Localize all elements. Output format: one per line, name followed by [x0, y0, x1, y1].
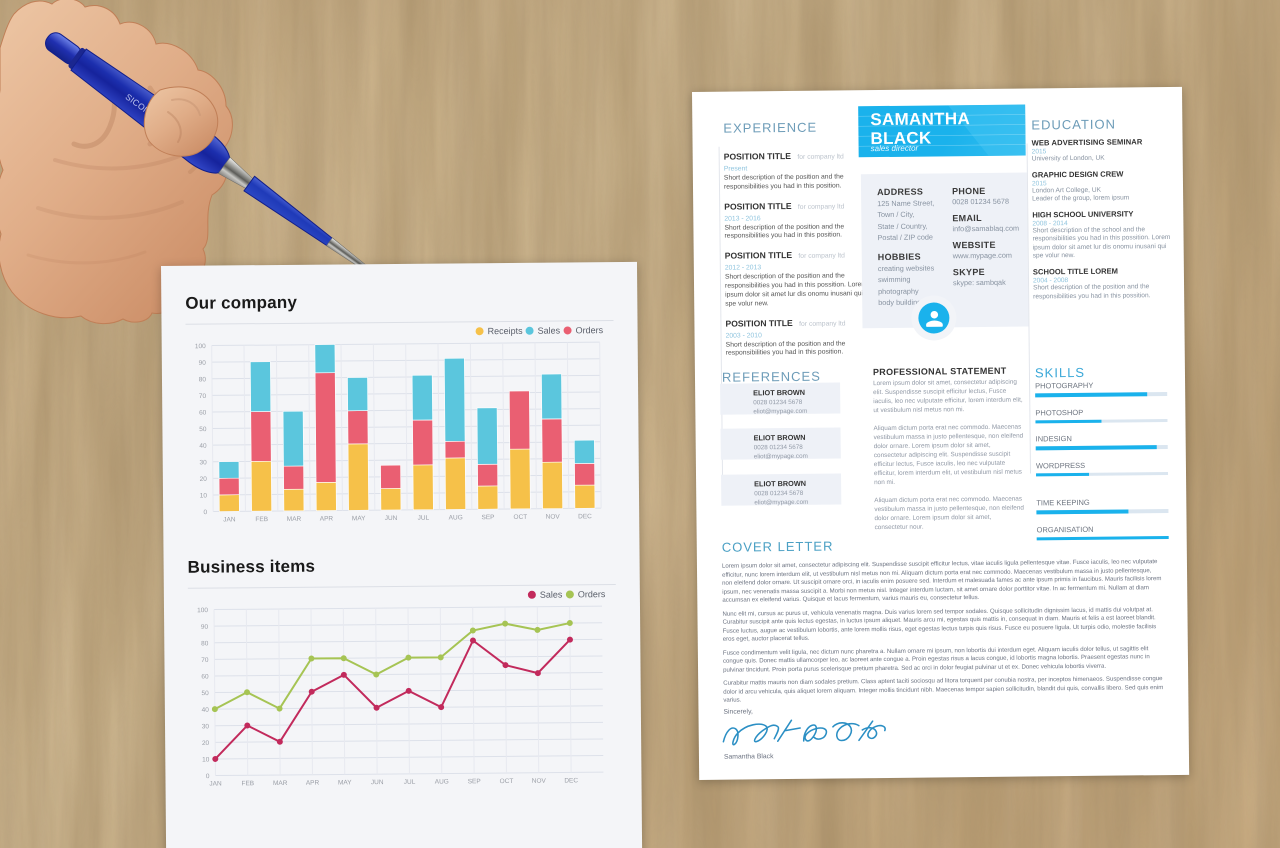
svg-text:OCT: OCT — [514, 514, 528, 521]
svg-text:JUN: JUN — [385, 515, 398, 522]
svg-text:Orders: Orders — [578, 589, 606, 599]
svg-text:SEP: SEP — [468, 778, 481, 785]
svg-text:40: 40 — [202, 707, 210, 714]
svg-text:10: 10 — [202, 756, 210, 763]
svg-text:60: 60 — [199, 410, 207, 417]
svg-text:10: 10 — [200, 493, 208, 500]
svg-text:0: 0 — [206, 773, 210, 780]
svg-text:MAY: MAY — [352, 515, 366, 522]
svg-text:AUG: AUG — [435, 779, 449, 786]
svg-text:NOV: NOV — [532, 778, 547, 785]
svg-text:DEC: DEC — [564, 777, 578, 784]
svg-text:Receipts: Receipts — [488, 326, 524, 336]
svg-text:Sales: Sales — [538, 326, 561, 336]
svg-text:Orders: Orders — [576, 325, 604, 335]
svg-text:JUL: JUL — [418, 515, 430, 522]
svg-text:MAY: MAY — [338, 779, 352, 786]
svg-text:60: 60 — [201, 673, 209, 680]
svg-text:SEP: SEP — [481, 514, 494, 521]
svg-text:APR: APR — [306, 780, 320, 787]
svg-text:80: 80 — [199, 376, 207, 383]
svg-text:40: 40 — [199, 443, 207, 450]
svg-text:JUL: JUL — [404, 779, 416, 786]
svg-text:50: 50 — [199, 426, 207, 433]
svg-text:100: 100 — [195, 343, 206, 350]
svg-text:30: 30 — [199, 459, 207, 466]
svg-text:OCT: OCT — [500, 778, 514, 785]
svg-text:Sales: Sales — [540, 590, 563, 600]
svg-text:JAN: JAN — [209, 780, 222, 787]
svg-text:100: 100 — [197, 607, 208, 614]
svg-text:0: 0 — [203, 509, 207, 516]
svg-text:50: 50 — [201, 690, 209, 697]
svg-text:70: 70 — [201, 657, 209, 664]
svg-text:FEB: FEB — [241, 780, 254, 787]
svg-text:MAR: MAR — [287, 516, 302, 523]
svg-text:20: 20 — [200, 476, 208, 483]
svg-text:MAR: MAR — [273, 780, 288, 787]
svg-text:FEB: FEB — [255, 516, 268, 523]
svg-text:DEC: DEC — [578, 513, 592, 520]
svg-text:20: 20 — [202, 740, 210, 747]
svg-text:90: 90 — [199, 360, 207, 367]
svg-text:30: 30 — [202, 723, 210, 730]
svg-text:AUG: AUG — [449, 514, 463, 521]
svg-text:NOV: NOV — [546, 514, 561, 521]
svg-text:APR: APR — [320, 516, 334, 523]
svg-text:70: 70 — [199, 393, 207, 400]
svg-text:90: 90 — [201, 624, 209, 631]
svg-text:80: 80 — [201, 640, 209, 647]
svg-text:JAN: JAN — [223, 516, 236, 523]
svg-text:JUN: JUN — [371, 779, 384, 786]
